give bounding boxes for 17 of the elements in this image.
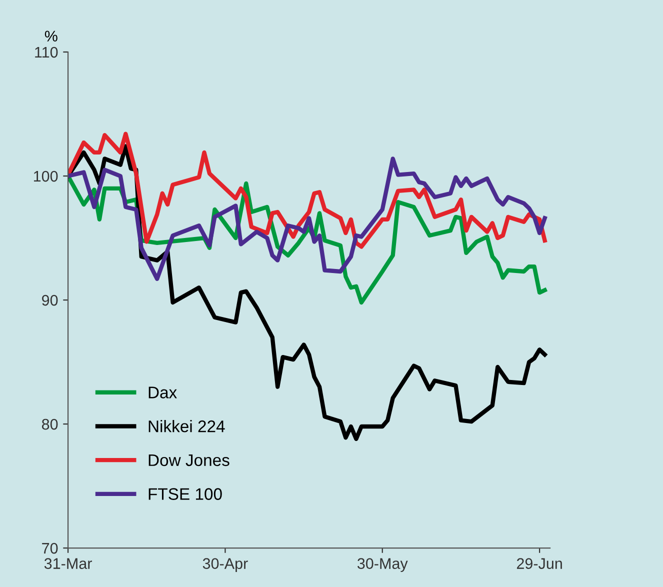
x-tick-label: 29-Jun <box>516 558 562 569</box>
y-axis-title: % <box>44 30 58 42</box>
y-tick-label: 90 <box>42 294 58 306</box>
y-tick-label: 70 <box>42 542 58 554</box>
line-series <box>68 144 547 441</box>
y-tick-label: 110 <box>35 46 58 58</box>
x-tick-label: 30-May <box>357 558 408 572</box>
legend-label: Nikkei 224 <box>148 420 225 432</box>
x-tick-label: 30-Apr <box>202 558 248 572</box>
line-series <box>68 132 547 249</box>
y-tick-label: 80 <box>42 418 58 430</box>
legend-label: Dax <box>148 386 177 398</box>
line-series <box>68 156 547 282</box>
legend-label: FTSE 100 <box>148 488 222 500</box>
y-tick-label: 100 <box>34 170 58 182</box>
x-tick-label: 31-Mar <box>44 558 92 569</box>
legend-label: Dow Jones <box>148 454 230 466</box>
